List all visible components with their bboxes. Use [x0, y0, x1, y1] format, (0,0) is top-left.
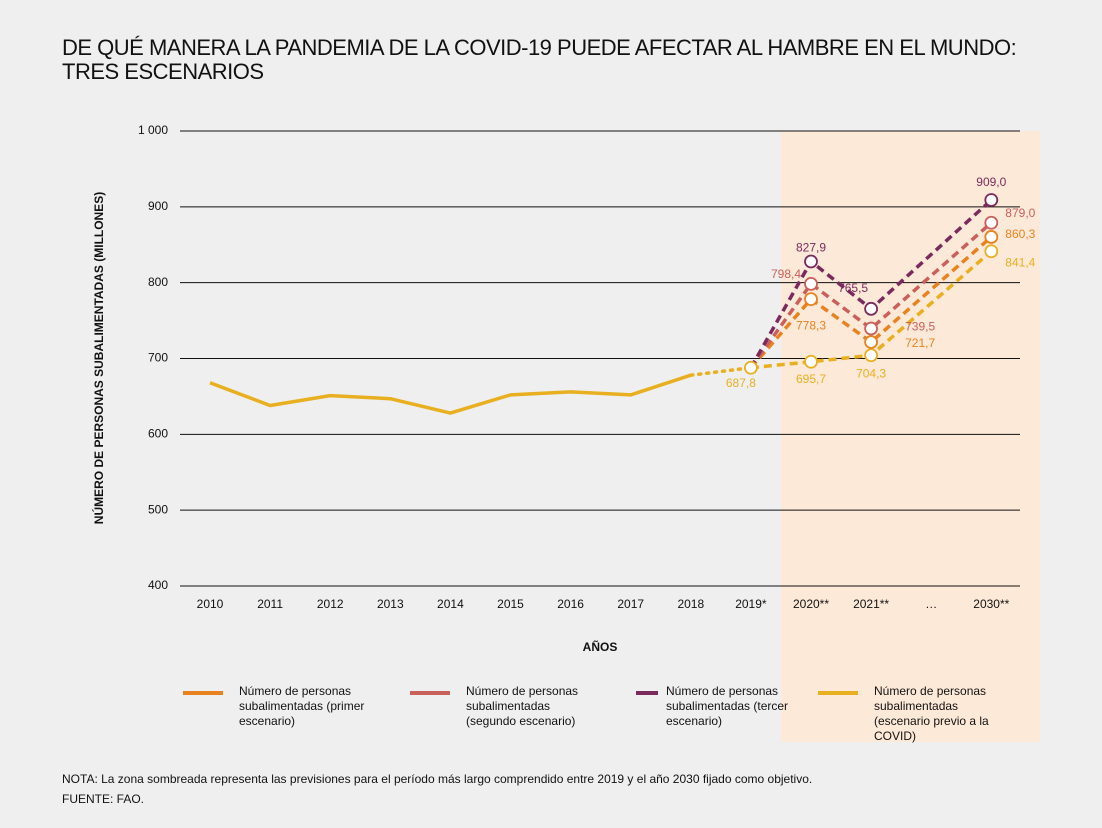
y-tick-label: 400	[148, 578, 168, 592]
point-marker	[984, 244, 999, 259]
chart-title: DE QUÉ MANERA LA PANDEMIA DE LA COVID-19…	[62, 35, 1017, 84]
data-label: 765,5	[838, 281, 868, 295]
legend-swatch	[818, 691, 858, 695]
series-line	[750, 249, 993, 370]
point-marker	[804, 354, 818, 369]
x-tick-label: 2019*	[735, 597, 767, 611]
series-line	[749, 198, 993, 369]
data-label: 695,7	[796, 372, 826, 386]
y-axis-title: NÚMERO DE PERSONAS SUBALIMENTADAS (MILLO…	[91, 192, 106, 524]
data-label: 879,0	[1005, 206, 1035, 220]
legend-swatch	[410, 691, 450, 695]
x-tick-label: 2017	[617, 597, 644, 611]
x-tick-label: 2015	[497, 597, 524, 611]
legend-swatch	[636, 691, 658, 695]
legend-label: Número de personas subalimentadas (segun…	[466, 684, 579, 728]
data-label: 721,7	[905, 336, 935, 350]
x-tick-label: 2010	[197, 597, 224, 611]
point-marker	[804, 254, 818, 269]
x-tick-label: 2030**	[973, 597, 1009, 611]
data-label: 798,4	[771, 267, 801, 281]
data-label: 739,5	[905, 320, 935, 334]
x-tick-label: 2018	[677, 597, 704, 611]
point-marker	[804, 276, 818, 291]
point-marker	[864, 301, 878, 316]
point-marker	[864, 348, 878, 363]
point-marker	[804, 292, 818, 307]
x-tick-label: 2021**	[853, 597, 889, 611]
point-marker	[864, 321, 878, 336]
point-marker	[984, 230, 999, 244]
x-axis-title: AÑOS	[583, 639, 618, 654]
data-label: 860,3	[1005, 227, 1035, 241]
legend-swatch	[183, 691, 223, 695]
y-tick-label: 600	[148, 427, 168, 441]
projection-zone	[780, 131, 1040, 742]
point-marker	[744, 360, 758, 375]
legend-label: Número de personas subalimentadas (terce…	[666, 684, 789, 728]
x-break-label: …	[925, 597, 937, 611]
x-tick-label: 2014	[437, 597, 464, 611]
x-tick-label: 2016	[557, 597, 584, 611]
y-tick-label: 900	[148, 199, 168, 213]
point-marker	[984, 193, 999, 207]
x-tick-label: 2020**	[793, 597, 829, 611]
point-marker	[984, 215, 999, 230]
y-tick-label: 700	[148, 351, 168, 365]
data-label: 909,0	[976, 175, 1006, 189]
y-tick-label: 1 000	[138, 123, 168, 137]
data-label: 687,8	[726, 376, 756, 390]
y-tick-label: 800	[148, 275, 168, 289]
data-label: 827,9	[796, 241, 826, 255]
x-tick-label: 2012	[317, 597, 344, 611]
data-label: 841,4	[1005, 255, 1035, 269]
legend-label: Número de personas subalimentadas (escen…	[874, 684, 989, 743]
y-tick-label: 500	[148, 502, 168, 516]
x-tick-label: 2011	[257, 597, 283, 611]
data-label: 704,3	[856, 366, 886, 380]
data-label: 778,3	[796, 318, 826, 332]
source: FUENTE: FAO.	[62, 792, 145, 806]
x-tick-label: 2013	[377, 597, 404, 611]
series-line	[749, 235, 993, 369]
legend-label: Número de personas subalimentadas (prime…	[239, 684, 365, 728]
series-line	[209, 373, 692, 415]
series-line	[689, 366, 753, 377]
note: NOTA: La zona sombreada representa las p…	[62, 772, 813, 786]
point-marker	[864, 335, 878, 349]
